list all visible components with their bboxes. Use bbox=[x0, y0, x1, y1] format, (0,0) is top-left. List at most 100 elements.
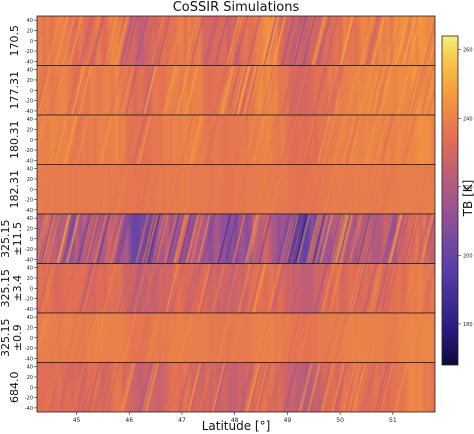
panel-streak bbox=[270, 263, 286, 313]
panel-streak bbox=[147, 313, 162, 363]
panel-streak bbox=[314, 214, 329, 264]
panel-streak bbox=[289, 16, 304, 66]
panel-streak bbox=[127, 164, 141, 214]
panel-streak bbox=[185, 362, 199, 412]
panel-streak bbox=[245, 362, 261, 412]
panel-streak bbox=[234, 16, 249, 66]
panel-streak bbox=[363, 115, 377, 165]
x-tick-label: 48 bbox=[231, 417, 239, 424]
panel-streak bbox=[154, 16, 168, 66]
panel-streak bbox=[293, 16, 307, 66]
panel-streak bbox=[37, 65, 46, 102]
panel-streak bbox=[239, 362, 254, 412]
panel-streak bbox=[405, 214, 419, 264]
panel-6 bbox=[37, 263, 435, 313]
panel-streak bbox=[395, 214, 409, 264]
panel-streak bbox=[371, 65, 386, 115]
panel-streak bbox=[407, 65, 422, 115]
panel-streak bbox=[37, 214, 46, 250]
panel-streak bbox=[150, 16, 164, 66]
panel-streak bbox=[140, 362, 154, 412]
panel-streak bbox=[319, 214, 334, 264]
panel-streak bbox=[247, 65, 262, 115]
panel-streak bbox=[382, 164, 396, 214]
panel-streak bbox=[409, 263, 423, 313]
panel-streak bbox=[230, 313, 245, 363]
panel-streak bbox=[381, 214, 397, 264]
panel-streak bbox=[259, 313, 273, 363]
panel-streak bbox=[320, 115, 334, 165]
y-tick-label: 40 bbox=[27, 68, 33, 74]
panel-streak bbox=[245, 362, 261, 412]
panel-streak bbox=[287, 313, 302, 363]
panel-streak bbox=[170, 313, 185, 363]
y-tick-label: 40 bbox=[27, 167, 33, 173]
panel-streak bbox=[391, 16, 406, 66]
panel-streak bbox=[238, 263, 253, 313]
y-tick-label: -20 bbox=[25, 396, 33, 402]
colorbar-label: TB [K] bbox=[461, 180, 474, 218]
panel-streak bbox=[244, 362, 259, 412]
panel-streak bbox=[280, 115, 295, 165]
x-axis-label: Latitude [°] bbox=[202, 419, 271, 433]
panel-streak bbox=[316, 16, 332, 66]
panel-streak bbox=[258, 214, 272, 264]
panel-streak bbox=[96, 313, 112, 363]
panel-streak bbox=[216, 313, 231, 363]
panel-streak bbox=[353, 214, 367, 264]
panel-streak bbox=[347, 263, 362, 313]
panel-streak bbox=[380, 362, 394, 412]
panel-streak bbox=[138, 164, 153, 214]
panel-streak bbox=[228, 263, 242, 313]
y-tick-label: -40 bbox=[25, 59, 33, 65]
panel-streak bbox=[185, 214, 200, 264]
panel-streak bbox=[96, 214, 111, 264]
panel-streak bbox=[142, 214, 157, 264]
panel-streak bbox=[280, 16, 296, 66]
panel-streak bbox=[165, 263, 179, 313]
panel-streak bbox=[288, 214, 303, 264]
chart-title: CoSSIR Simulations bbox=[173, 0, 300, 15]
panel-streak bbox=[375, 263, 390, 313]
panel-streak bbox=[204, 16, 219, 66]
panel-streak bbox=[289, 313, 304, 363]
panel-streak bbox=[167, 164, 183, 214]
panel-streak bbox=[320, 362, 335, 412]
panel-streak bbox=[139, 115, 154, 165]
y-tick-label: -40 bbox=[25, 109, 33, 115]
panel-streak bbox=[395, 65, 411, 115]
panel-streak bbox=[402, 16, 416, 66]
panel-streak bbox=[140, 65, 156, 115]
y-tick-label: -40 bbox=[25, 208, 33, 214]
panel-streak bbox=[37, 164, 50, 214]
panel-streak bbox=[357, 263, 371, 313]
x-tick-label: 45 bbox=[73, 417, 81, 424]
panel-streak bbox=[329, 115, 344, 165]
panel-streak bbox=[203, 16, 217, 66]
panel-streak bbox=[420, 65, 435, 115]
panel-streak bbox=[379, 115, 395, 165]
panel-streak bbox=[177, 313, 191, 363]
panel-streak bbox=[85, 16, 100, 66]
panel-streak bbox=[76, 263, 90, 313]
panel-streak bbox=[218, 313, 232, 363]
panel-streak bbox=[46, 16, 61, 66]
panel-streak bbox=[38, 164, 53, 214]
y-tick-label: 20 bbox=[27, 28, 33, 34]
panel-streak bbox=[425, 374, 435, 412]
panel-streak bbox=[243, 115, 258, 165]
panel-streak bbox=[340, 214, 354, 264]
panel-streak bbox=[116, 214, 132, 264]
panel-streak bbox=[393, 313, 408, 363]
panel-streak bbox=[217, 214, 232, 264]
panel-streak bbox=[87, 362, 101, 412]
panel-streak bbox=[79, 362, 93, 412]
panel-streak bbox=[378, 362, 392, 412]
panel-streak bbox=[147, 214, 161, 264]
panel-streak bbox=[42, 362, 56, 412]
panel-streak bbox=[270, 164, 285, 214]
panel-streak bbox=[143, 214, 158, 264]
panel-streak bbox=[379, 164, 394, 214]
panel-streak bbox=[69, 16, 83, 66]
panel-streak bbox=[255, 362, 269, 412]
